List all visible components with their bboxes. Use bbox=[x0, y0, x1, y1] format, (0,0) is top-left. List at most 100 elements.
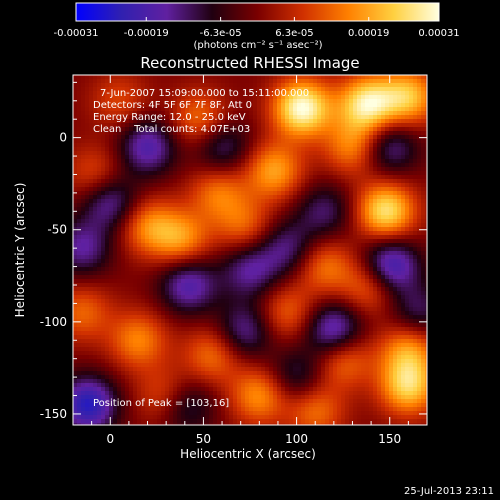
heatmap-cell bbox=[93, 211, 98, 216]
heatmap-cell bbox=[221, 179, 226, 184]
heatmap-cell bbox=[169, 239, 174, 244]
heatmap-cell bbox=[181, 139, 186, 144]
heatmap-cell bbox=[369, 179, 374, 184]
heatmap-cell bbox=[221, 131, 226, 136]
heatmap-cell bbox=[313, 91, 318, 96]
heatmap-cell bbox=[313, 119, 318, 124]
heatmap-cell bbox=[321, 199, 326, 204]
heatmap-cell bbox=[149, 103, 154, 108]
heatmap-cell bbox=[193, 239, 198, 244]
heatmap-cell bbox=[173, 131, 178, 136]
heatmap-cell bbox=[193, 271, 198, 276]
heatmap-cell bbox=[133, 139, 138, 144]
heatmap-cell bbox=[129, 175, 134, 180]
heatmap-cell bbox=[381, 191, 386, 196]
heatmap-cell bbox=[149, 259, 154, 264]
heatmap-cell bbox=[93, 187, 98, 192]
heatmap-cell bbox=[217, 203, 222, 208]
heatmap-cell bbox=[285, 139, 290, 144]
heatmap-cell bbox=[229, 271, 234, 276]
heatmap-cell bbox=[249, 127, 254, 132]
heatmap-cell bbox=[189, 159, 194, 164]
heatmap-cell bbox=[413, 283, 418, 288]
heatmap-cell bbox=[213, 271, 218, 276]
heatmap-cell bbox=[397, 87, 402, 92]
heatmap-cell bbox=[285, 263, 290, 268]
heatmap-cell bbox=[313, 115, 318, 120]
heatmap-cell bbox=[153, 107, 158, 112]
heatmap-cell bbox=[401, 203, 406, 208]
heatmap-cell bbox=[401, 175, 406, 180]
heatmap-cell bbox=[145, 195, 150, 200]
heatmap-cell bbox=[81, 171, 86, 176]
heatmap-cell bbox=[409, 119, 414, 124]
heatmap-cell bbox=[121, 183, 126, 188]
heatmap-cell bbox=[129, 179, 134, 184]
heatmap-cell bbox=[81, 255, 86, 260]
heatmap-cell bbox=[217, 79, 222, 84]
heatmap-cell bbox=[365, 259, 370, 264]
heatmap-cell bbox=[193, 215, 198, 220]
heatmap-cell bbox=[325, 143, 330, 148]
heatmap-cell bbox=[133, 83, 138, 88]
heatmap-cell bbox=[413, 195, 418, 200]
heatmap-cell bbox=[213, 159, 218, 164]
heatmap-cell bbox=[225, 191, 230, 196]
heatmap-cell bbox=[361, 139, 366, 144]
heatmap-cell bbox=[277, 131, 282, 136]
heatmap-cell bbox=[185, 263, 190, 268]
heatmap-cell bbox=[269, 147, 274, 152]
heatmap-cell bbox=[93, 203, 98, 208]
heatmap-cell bbox=[337, 75, 342, 80]
heatmap-cell bbox=[297, 171, 302, 176]
heatmap-cell bbox=[129, 111, 134, 116]
heatmap-cell bbox=[401, 239, 406, 244]
heatmap-cell bbox=[385, 271, 390, 276]
heatmap-cell bbox=[321, 139, 326, 144]
heatmap-cell bbox=[185, 271, 190, 276]
heatmap-cell bbox=[97, 95, 102, 100]
heatmap-cell bbox=[421, 211, 426, 216]
heatmap-cell bbox=[89, 223, 94, 228]
heatmap-cell bbox=[313, 155, 318, 160]
heatmap-cell bbox=[205, 123, 210, 128]
heatmap-cell bbox=[305, 203, 310, 208]
heatmap-cell bbox=[301, 99, 306, 104]
heatmap-cell bbox=[137, 123, 142, 128]
heatmap-cell bbox=[269, 247, 274, 252]
heatmap-cell bbox=[301, 171, 306, 176]
heatmap-cell bbox=[97, 271, 102, 276]
heatmap-cell bbox=[89, 251, 94, 256]
heatmap-cell bbox=[237, 207, 242, 212]
heatmap-cell bbox=[157, 87, 162, 92]
heatmap-cell bbox=[329, 263, 334, 268]
heatmap-cell bbox=[305, 79, 310, 84]
heatmap-cell bbox=[401, 95, 406, 100]
heatmap-cell bbox=[417, 287, 422, 292]
heatmap-cell bbox=[89, 267, 94, 272]
heatmap-cell bbox=[189, 223, 194, 228]
heatmap-cell bbox=[261, 155, 266, 160]
heatmap-cell bbox=[409, 179, 414, 184]
heatmap-cell bbox=[109, 247, 114, 252]
heatmap-cell bbox=[125, 291, 130, 296]
heatmap-cell bbox=[361, 227, 366, 232]
heatmap-cell bbox=[121, 175, 126, 180]
heatmap-cell bbox=[153, 135, 158, 140]
heatmap-cell bbox=[85, 291, 90, 296]
heatmap-cell bbox=[397, 127, 402, 132]
heatmap-cell bbox=[265, 95, 270, 100]
heatmap-cell bbox=[325, 111, 330, 116]
heatmap-cell bbox=[101, 171, 106, 176]
heatmap-cell bbox=[349, 195, 354, 200]
heatmap-cell bbox=[305, 155, 310, 160]
heatmap-cell bbox=[225, 75, 230, 80]
heatmap-cell bbox=[217, 231, 222, 236]
heatmap-cell bbox=[185, 239, 190, 244]
heatmap-cell bbox=[81, 83, 86, 88]
heatmap-cell bbox=[369, 275, 374, 280]
heatmap-cell bbox=[245, 255, 250, 260]
heatmap-cell bbox=[213, 119, 218, 124]
heatmap-cell bbox=[97, 119, 102, 124]
heatmap-cell bbox=[397, 267, 402, 272]
